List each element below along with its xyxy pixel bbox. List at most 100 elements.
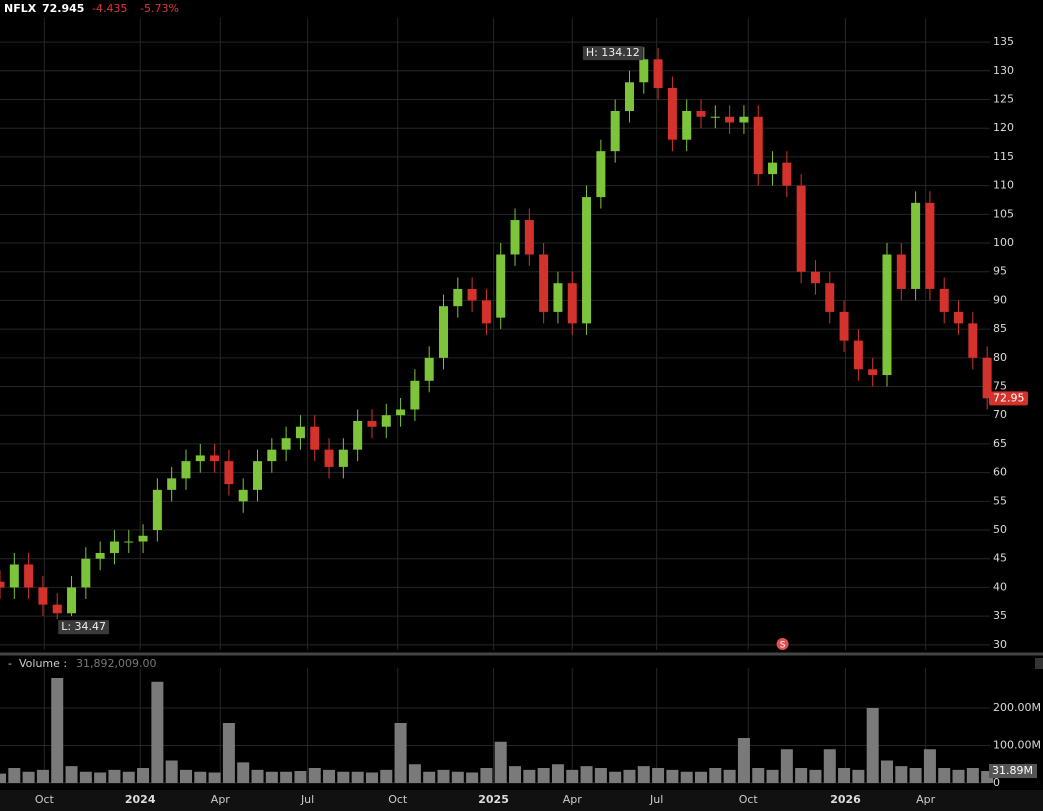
volume-bar (923, 749, 936, 783)
candle-body (667, 88, 677, 140)
symbol: NFLX (4, 2, 37, 15)
y-tick-label: 75 (993, 380, 1007, 393)
candle-body (467, 288, 477, 301)
y-tick-label: 125 (993, 93, 1014, 106)
volume-bar (623, 769, 636, 783)
candle-body (582, 197, 592, 324)
y-tick-label: 135 (993, 35, 1014, 48)
candle-body (768, 162, 778, 175)
candle-body (739, 116, 749, 123)
volume-bar (451, 771, 464, 783)
candle-body (38, 587, 48, 605)
candle-body (510, 220, 520, 255)
candle-body (181, 461, 191, 479)
volume-bar (594, 768, 607, 783)
volume-bar (194, 771, 207, 783)
volume-bar (938, 768, 951, 783)
volume-title: Volume : (19, 657, 67, 670)
annotation-box (58, 620, 110, 635)
candle-body (853, 340, 863, 370)
volume-bar (809, 769, 822, 783)
volume-bar (265, 771, 278, 783)
volume-bar (838, 768, 851, 783)
y-tick-label: 65 (993, 437, 1007, 450)
candle-body (925, 202, 935, 289)
volume-bar (222, 723, 235, 783)
candle-body (639, 59, 649, 83)
candle-body (124, 541, 134, 543)
candle-body (596, 151, 606, 198)
volume-bar (652, 768, 665, 783)
volume-bar (408, 764, 421, 783)
volume-tick-label: 200.00M (993, 701, 1041, 714)
event-label: S (780, 641, 786, 651)
y-tick-label: 130 (993, 64, 1014, 77)
volume-bar (737, 738, 750, 783)
y-tick-label: 50 (993, 523, 1007, 536)
volume-collapse[interactable]: - (8, 657, 12, 670)
candle-body (238, 489, 248, 502)
y-tick-label: 55 (993, 494, 1007, 507)
candle-body (138, 535, 148, 542)
volume-tick-label: 100.00M (993, 739, 1041, 752)
volume-bar (952, 769, 965, 783)
volume-bar (880, 760, 893, 783)
candle-body (224, 461, 234, 485)
volume-bar (609, 771, 622, 783)
candle-body (195, 455, 205, 462)
candle-body (725, 116, 735, 123)
volume-bar (509, 766, 522, 783)
candle-body (896, 254, 906, 289)
candle-body (424, 357, 434, 381)
volume-bar (795, 768, 808, 783)
candle-body (281, 438, 291, 450)
candle-body (796, 185, 806, 272)
candle-body (882, 254, 892, 376)
volume-bar (723, 769, 736, 783)
y-tick-label: 60 (993, 466, 1007, 479)
x-axis-band (0, 790, 1043, 811)
volume-bar (294, 771, 307, 783)
volume-bar (580, 766, 593, 783)
candle-body (567, 283, 577, 324)
candle-body (109, 541, 119, 553)
candle-body (81, 558, 91, 588)
x-tick-label: Apr (211, 793, 231, 806)
candle-body (453, 288, 463, 307)
candle-body (825, 283, 835, 312)
candle-body (253, 461, 263, 490)
volume-current: 31,892,009.00 (76, 657, 156, 670)
volume-bar (566, 769, 579, 783)
volume-tick-label: 0 (993, 776, 1000, 789)
volume-bar (22, 771, 35, 783)
volume-bar (380, 769, 393, 783)
volume-bar (308, 768, 321, 783)
volume-bar (666, 769, 679, 783)
candle-body (396, 409, 406, 416)
volume-bar (179, 769, 192, 783)
y-tick-label: 120 (993, 121, 1014, 134)
y-tick-label: 100 (993, 236, 1014, 249)
volume-bar (909, 768, 922, 783)
y-tick-label: 30 (993, 638, 1007, 651)
y-tick-label: 35 (993, 609, 1007, 622)
candle-body (24, 564, 34, 588)
volume-bar (480, 768, 493, 783)
volume-bar (966, 768, 979, 783)
candle-body (839, 311, 849, 341)
volume-bar (752, 768, 765, 783)
candle-body (95, 552, 105, 559)
candle-body (496, 254, 506, 318)
volume-close-button[interactable] (1035, 658, 1043, 669)
price-annotation: H: 134.12 (582, 46, 643, 61)
event-marker[interactable] (776, 638, 789, 650)
volume-bar (0, 773, 6, 783)
x-tick-label: Oct (35, 793, 55, 806)
candle-body (410, 380, 420, 410)
volume-bar (423, 771, 436, 783)
volume-bar (251, 769, 264, 783)
candle-body (682, 110, 692, 140)
candle-body (381, 415, 391, 427)
